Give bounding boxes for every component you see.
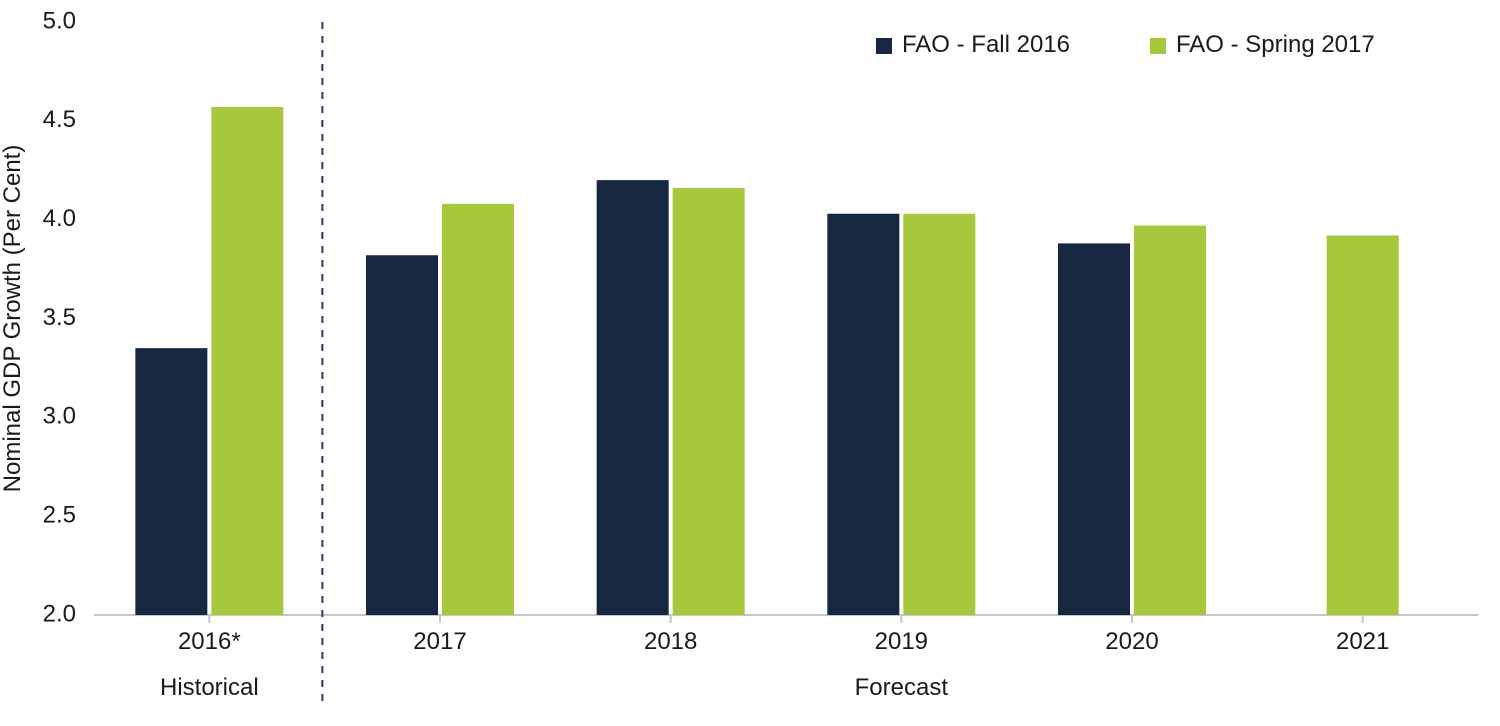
- bar: [366, 255, 438, 615]
- legend-label: FAO - Spring 2017: [1176, 31, 1375, 58]
- bar: [827, 214, 899, 615]
- x-tick-label: 2020: [1105, 628, 1158, 655]
- section-label-historical: Historical: [160, 674, 259, 701]
- y-axis-title: Nominal GDP Growth (Per Cent): [0, 145, 26, 493]
- y-tick-label: 4.5: [43, 106, 76, 133]
- section-label-forecast: Forecast: [855, 674, 949, 701]
- bar: [442, 204, 514, 615]
- bar: [673, 188, 745, 615]
- y-tick-label: 4.0: [43, 205, 76, 232]
- bar: [1058, 243, 1130, 615]
- y-tick-label: 2.0: [43, 600, 76, 627]
- legend-label: FAO - Fall 2016: [902, 31, 1070, 58]
- y-tick-label: 3.5: [43, 304, 76, 331]
- y-tick-label: 3.0: [43, 403, 76, 430]
- bar: [211, 107, 283, 615]
- legend-swatch: [876, 38, 892, 54]
- legend-swatch: [1150, 38, 1166, 54]
- bar: [903, 214, 975, 615]
- x-tick-label: 2021: [1336, 628, 1389, 655]
- y-tick-label: 5.0: [43, 7, 76, 34]
- bar: [1327, 235, 1399, 615]
- bar: [1134, 226, 1206, 615]
- x-tick-label: 2016*: [178, 628, 241, 655]
- x-tick-label: 2019: [875, 628, 928, 655]
- gdp-growth-chart: 2.0 2.5 3.0 3.5 4.0 4.5 5.0 Nominal GDP Growth …: [0, 0, 1500, 726]
- chart-svg: 2.0 2.5 3.0 3.5 4.0 4.5 5.0 Nominal GDP Growth …: [0, 0, 1500, 726]
- bar: [597, 180, 669, 615]
- x-tick-label: 2018: [644, 628, 697, 655]
- bar: [135, 348, 207, 615]
- x-tick-label: 2017: [413, 628, 466, 655]
- y-tick-label: 2.5: [43, 502, 76, 529]
